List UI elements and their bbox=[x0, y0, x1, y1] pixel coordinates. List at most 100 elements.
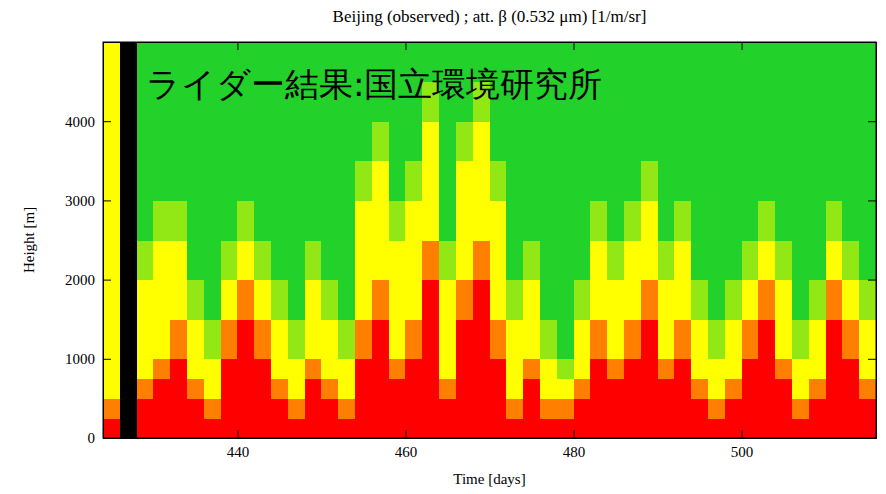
heatmap-cell bbox=[641, 161, 658, 201]
heatmap-cell bbox=[624, 42, 641, 82]
heatmap-cell bbox=[674, 418, 691, 438]
heatmap-cell bbox=[271, 319, 288, 359]
heatmap-cell bbox=[540, 200, 557, 240]
heatmap-cell bbox=[372, 319, 389, 359]
heatmap-cell bbox=[624, 200, 641, 240]
heatmap-cell bbox=[170, 280, 187, 320]
heatmap-cell bbox=[557, 319, 574, 359]
heatmap-cell bbox=[490, 280, 507, 320]
heatmap-cell bbox=[439, 121, 456, 161]
heatmap-cell bbox=[305, 398, 322, 418]
heatmap-cell bbox=[204, 121, 221, 161]
heatmap-cell bbox=[422, 379, 439, 399]
heatmap-cell bbox=[758, 121, 775, 161]
heatmap-cell bbox=[742, 379, 759, 399]
heatmap-cell bbox=[826, 398, 843, 418]
heatmap-cell bbox=[288, 240, 305, 280]
heatmap-cell bbox=[557, 398, 574, 418]
heatmap-cell bbox=[624, 398, 641, 418]
heatmap-cell bbox=[658, 200, 675, 240]
heatmap-cell bbox=[254, 319, 271, 359]
heatmap-cell bbox=[590, 280, 607, 320]
heatmap-cell bbox=[742, 319, 759, 359]
heatmap-cell bbox=[237, 280, 254, 320]
heatmap-cell bbox=[204, 379, 221, 399]
heatmap-cell bbox=[708, 240, 725, 280]
heatmap-cell bbox=[473, 398, 490, 418]
heatmap-cell bbox=[254, 379, 271, 399]
y-axis-tick-label: 1000 bbox=[65, 351, 95, 367]
heatmap-cell bbox=[439, 398, 456, 418]
heatmap-cell bbox=[523, 418, 540, 438]
heatmap-cell bbox=[540, 280, 557, 320]
x-axis-tick-mark bbox=[237, 430, 238, 438]
heatmap-cell bbox=[473, 359, 490, 379]
heatmap-cell bbox=[305, 379, 322, 399]
heatmap-cell bbox=[490, 319, 507, 359]
heatmap-cell bbox=[170, 359, 187, 379]
heatmap-cell bbox=[574, 359, 591, 379]
heatmap-cell bbox=[826, 121, 843, 161]
heatmap-cell bbox=[103, 42, 120, 82]
heatmap-cell bbox=[641, 121, 658, 161]
heatmap-cell bbox=[691, 161, 708, 201]
heatmap-cell bbox=[691, 200, 708, 240]
heatmap-cell bbox=[742, 82, 759, 122]
heatmap-cell bbox=[338, 398, 355, 418]
heatmap-cell bbox=[204, 280, 221, 320]
heatmap-cell bbox=[859, 121, 876, 161]
x-axis-title: Time [days] bbox=[453, 471, 525, 487]
heatmap-cell bbox=[456, 319, 473, 359]
y-axis-tick-mark bbox=[103, 359, 111, 360]
heatmap-cell bbox=[137, 319, 154, 359]
heatmap-cell bbox=[557, 200, 574, 240]
heatmap-cell bbox=[103, 200, 120, 240]
heatmap-cell bbox=[624, 121, 641, 161]
heatmap-cell bbox=[490, 240, 507, 280]
heatmap-cell bbox=[389, 280, 406, 320]
heatmap-cell bbox=[775, 42, 792, 82]
heatmap-cell bbox=[473, 280, 490, 320]
y-axis-right-tick-mark bbox=[868, 359, 876, 360]
heatmap-cell bbox=[674, 82, 691, 122]
heatmap-cell bbox=[456, 418, 473, 438]
heatmap-cell bbox=[809, 398, 826, 418]
heatmap-cell bbox=[691, 280, 708, 320]
heatmap-cell bbox=[456, 240, 473, 280]
heatmap-cell bbox=[221, 359, 238, 379]
heatmap-cell bbox=[859, 240, 876, 280]
y-axis-title: Height [m] bbox=[21, 207, 37, 273]
heatmap-cell bbox=[540, 161, 557, 201]
heatmap-cell bbox=[758, 161, 775, 201]
heatmap-cell bbox=[708, 82, 725, 122]
heatmap-cell bbox=[590, 418, 607, 438]
heatmap-cell bbox=[389, 398, 406, 418]
heatmap-cell bbox=[742, 359, 759, 379]
heatmap-cell bbox=[506, 379, 523, 399]
heatmap-cell bbox=[288, 161, 305, 201]
heatmap-cell bbox=[439, 379, 456, 399]
heatmap-cell bbox=[137, 240, 154, 280]
heatmap-cell bbox=[490, 418, 507, 438]
heatmap-cell bbox=[775, 200, 792, 240]
heatmap-cell bbox=[708, 280, 725, 320]
heatmap-cell bbox=[473, 418, 490, 438]
heatmap-cell bbox=[842, 161, 859, 201]
heatmap-cell bbox=[506, 398, 523, 418]
heatmap-cell bbox=[389, 359, 406, 379]
heatmap-cell bbox=[842, 280, 859, 320]
heatmap-cell bbox=[389, 121, 406, 161]
heatmap-cell bbox=[405, 280, 422, 320]
heatmap-cell bbox=[439, 240, 456, 280]
heatmap-cell bbox=[439, 359, 456, 379]
heatmap-cell bbox=[641, 280, 658, 320]
heatmap-cell bbox=[372, 200, 389, 240]
heatmap-cell bbox=[758, 418, 775, 438]
heatmap-cell bbox=[338, 121, 355, 161]
heatmap-cell bbox=[254, 359, 271, 379]
heatmap-cell bbox=[490, 200, 507, 240]
heatmap-cell bbox=[170, 161, 187, 201]
x-axis-tick: 480 bbox=[563, 430, 586, 460]
plot-frame bbox=[103, 42, 876, 438]
heatmap-cell bbox=[792, 121, 809, 161]
